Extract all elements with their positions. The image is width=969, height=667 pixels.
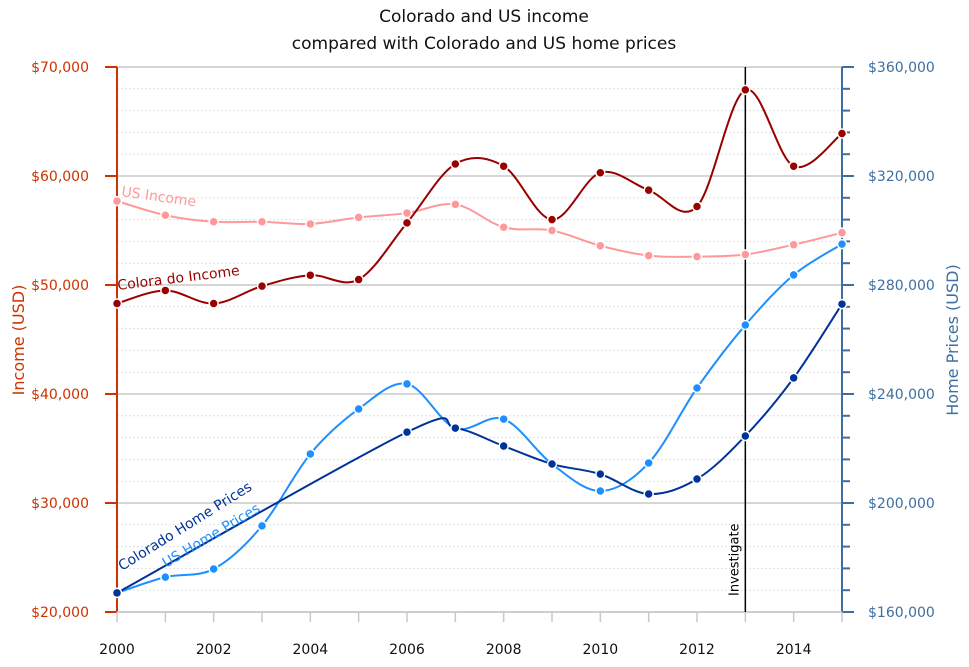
data-point-colorado-home-prices (595, 468, 606, 480)
left-axis-tick-label: $40,000 (31, 387, 89, 403)
data-point-colora-do-income (546, 214, 558, 225)
data-point-colora-do-income (256, 280, 268, 292)
series-label-colorado-income: Colora do Income (117, 263, 241, 294)
series-line-us-home-prices (116, 243, 843, 594)
left-axis-tick-label: $50,000 (31, 278, 89, 294)
data-point-us-home-prices (498, 413, 509, 425)
data-point-colora-do-income (160, 285, 171, 296)
data-point-us-home-prices (595, 485, 606, 497)
data-point-us-home-prices (643, 457, 654, 469)
x-axis-tick-label: 2014 (776, 642, 812, 658)
right-axis-tick-label: $320,000 (868, 169, 935, 185)
right-axis-tick-label: $160,000 (868, 605, 935, 621)
data-point-us-income (691, 251, 703, 262)
data-point-us-home-prices (401, 378, 413, 390)
data-point-colora-do-income (595, 167, 606, 178)
x-axis-tick-label: 2004 (293, 642, 329, 658)
data-point-colora-do-income (498, 160, 509, 172)
data-point-us-home-prices (160, 571, 171, 583)
left-axis-tick-label: $60,000 (31, 169, 89, 185)
data-point-us-home-prices (740, 319, 751, 331)
chart-title-line1: Colorado and US income (379, 7, 589, 27)
left-axis-tick-label: $20,000 (31, 605, 89, 621)
series-line-us-income (116, 200, 843, 258)
chart-title-line2: compared with Colorado and US home price… (292, 34, 677, 54)
data-point-colorado-home-prices (450, 422, 461, 434)
data-point-us-income (160, 209, 171, 221)
data-point-us-income (836, 227, 848, 238)
data-point-us-income (208, 216, 219, 228)
data-point-us-home-prices (305, 448, 316, 460)
data-point-colora-do-income (305, 269, 316, 281)
x-axis-tick-label: 2000 (99, 642, 135, 658)
data-point-colora-do-income (208, 298, 219, 309)
data-point-us-income (353, 212, 364, 223)
data-point-us-income (788, 239, 799, 250)
annotation-investigate-label: Investigate (727, 523, 742, 596)
data-point-us-income (498, 221, 509, 233)
data-point-us-income (305, 218, 316, 230)
data-point-us-income (111, 195, 123, 207)
data-point-us-home-prices (353, 403, 364, 415)
x-axis-tick-label: 2002 (196, 642, 232, 658)
data-point-colora-do-income (788, 160, 799, 172)
right-axis-label: Home Prices (USD) (943, 264, 962, 415)
data-point-colorado-home-prices (691, 473, 703, 485)
x-axis-tick-label: 2008 (486, 642, 522, 658)
data-point-us-home-prices (256, 520, 268, 532)
data-point-colorado-home-prices (111, 587, 123, 599)
data-point-us-income (595, 240, 606, 252)
data-point-us-home-prices (836, 238, 848, 250)
x-axis-tick-label: 2006 (389, 642, 425, 658)
data-point-us-income (643, 250, 654, 261)
data-point-colorado-home-prices (643, 488, 654, 500)
data-point-us-income (256, 216, 268, 228)
data-point-colorado-home-prices (546, 458, 558, 470)
data-point-colorado-home-prices (836, 298, 848, 310)
left-axis-tick-label: $70,000 (31, 60, 89, 76)
data-point-colorado-home-prices (788, 372, 799, 384)
right-axis-tick-label: $240,000 (868, 387, 935, 403)
data-point-colorado-home-prices (740, 430, 751, 442)
data-point-colora-do-income (643, 184, 654, 196)
data-point-us-home-prices (208, 563, 219, 575)
data-point-us-income (546, 225, 558, 236)
data-point-colora-do-income (836, 128, 848, 139)
data-point-us-income (450, 199, 461, 210)
data-point-colorado-home-prices (498, 440, 509, 452)
data-point-us-home-prices (691, 382, 703, 394)
left-axis-tick-label: $30,000 (31, 496, 89, 512)
data-point-us-income (401, 207, 413, 219)
data-point-colora-do-income (740, 84, 751, 96)
data-point-colorado-home-prices (401, 426, 413, 438)
right-axis-tick-label: $200,000 (868, 496, 935, 512)
x-axis-tick-label: 2010 (583, 642, 619, 658)
data-point-us-income (740, 249, 751, 260)
data-point-us-home-prices (788, 269, 799, 281)
data-point-colora-do-income (401, 217, 413, 229)
data-point-colora-do-income (111, 298, 123, 309)
x-axis-tick-label: 2012 (679, 642, 715, 658)
data-point-colora-do-income (353, 274, 364, 285)
right-axis-tick-label: $280,000 (868, 278, 935, 294)
data-point-colora-do-income (691, 201, 703, 212)
right-axis-tick-label: $360,000 (868, 60, 935, 76)
left-axis-label: Income (USD) (9, 285, 28, 396)
data-point-colora-do-income (450, 158, 461, 170)
